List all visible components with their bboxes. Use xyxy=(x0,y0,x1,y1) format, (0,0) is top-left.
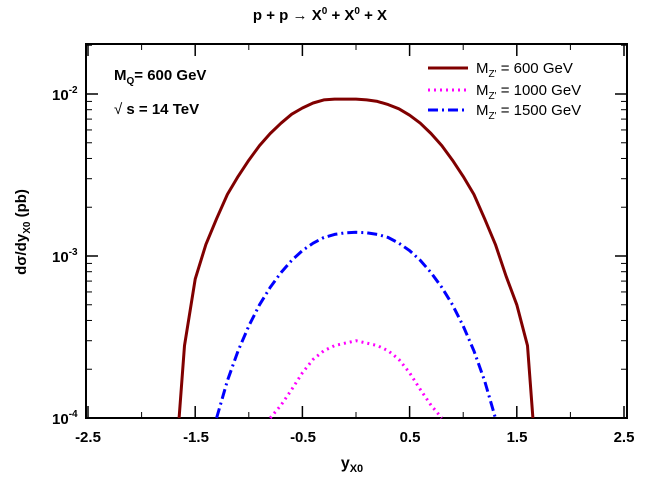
y-tick-label-1e-4: 10-4 xyxy=(52,409,78,428)
x-tick-label: 0.5 xyxy=(400,429,421,446)
energy-annotation: √ s = 14 TeV xyxy=(114,101,199,118)
y-axis-label: dσ/dyX0 (pb) xyxy=(13,189,33,275)
x-tick-label: -2.5 xyxy=(75,429,101,446)
series-line-1 xyxy=(269,339,443,419)
legend: MZ' = 600 GeV MZ' = 1000 GeV MZ' = 1500 … xyxy=(428,60,581,122)
series-line-2 xyxy=(215,230,497,419)
legend-label-600: MZ' = 600 GeV xyxy=(476,60,573,80)
x-tick-label: -0.5 xyxy=(290,429,316,446)
x-tick-label: -1.5 xyxy=(183,429,209,446)
x-axis-label: yX0 xyxy=(341,455,363,475)
x-tick-label: 2.5 xyxy=(614,429,635,446)
curves xyxy=(177,97,535,419)
y-tick-label-1e-3: 10-3 xyxy=(52,247,78,266)
axis-ticks xyxy=(86,44,627,419)
legend-label-1500: MZ' = 1500 GeV xyxy=(476,102,581,122)
series-line-0 xyxy=(177,97,535,419)
y-tick-label-1e-2: 10-2 xyxy=(52,85,78,104)
chart-title: p + p → X0 + X0 + X xyxy=(253,1,387,24)
legend-label-1000: MZ' = 1000 GeV xyxy=(476,82,581,102)
mass-annotation: MQ= 600 GeV xyxy=(114,67,206,87)
x-tick-label: 1.5 xyxy=(507,429,528,446)
